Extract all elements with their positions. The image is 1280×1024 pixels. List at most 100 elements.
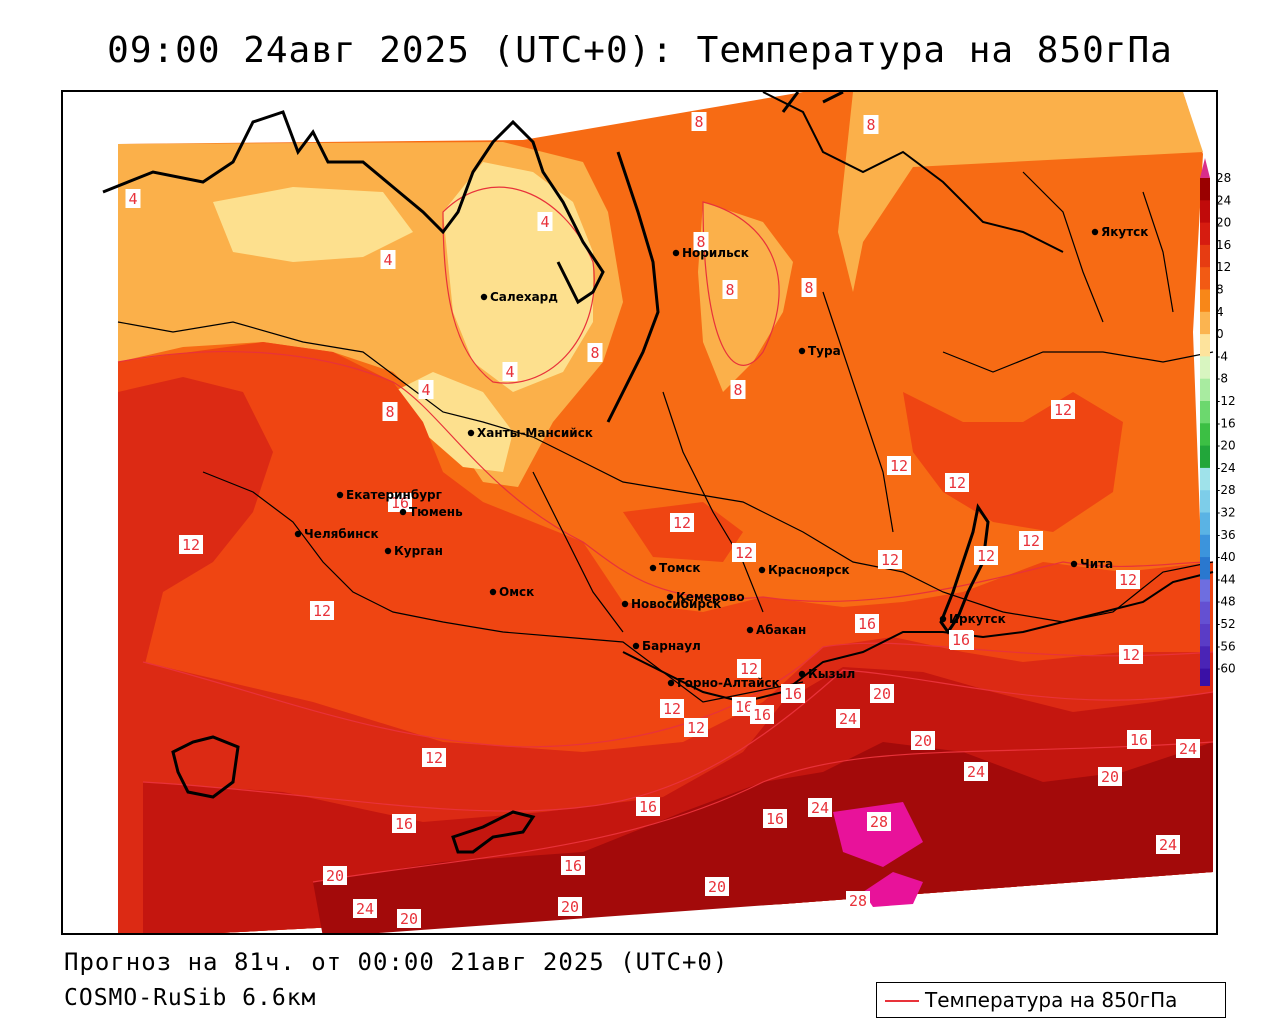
contour-label-text: 28 [870, 813, 888, 831]
contour-label-text: 16 [395, 815, 413, 833]
colorbar-segment [1200, 378, 1210, 402]
contour-label-bg [561, 856, 585, 875]
contour-label-bg [945, 473, 969, 492]
contour-label-text: 24 [1179, 740, 1197, 758]
contour-label-bg [949, 630, 973, 649]
contour-value-label: 24 [964, 762, 988, 781]
legend-label: Температура на 850гПа [925, 988, 1178, 1012]
contour-label-text: 20 [400, 910, 418, 928]
contour-value-label: 12 [1116, 570, 1140, 589]
city-marker: Якутск [1091, 225, 1148, 239]
contour-label-bg [670, 513, 694, 532]
band-28 [833, 802, 923, 907]
contour-value-label: 24 [836, 709, 860, 728]
city-marker: Екатеринбург [336, 488, 442, 502]
contour-value-label: 28 [867, 812, 891, 831]
contour-value-label: 12 [974, 546, 998, 565]
contour-value-label: 12 [684, 718, 708, 737]
contour-label-bg [846, 891, 870, 910]
contour-label-text: 20 [914, 732, 932, 750]
contour-label-bg [801, 278, 817, 297]
colorbar-tick-label: -40 [1216, 550, 1236, 564]
contour-label-bg [737, 659, 761, 678]
contour-label-bg [392, 814, 416, 833]
contour-label-bg [388, 493, 412, 512]
colorbar-tick-label: 24 [1216, 193, 1231, 207]
contour-value-label: 20 [558, 897, 582, 916]
contour-label-text: 12 [735, 544, 753, 562]
city-dot [667, 679, 675, 687]
contour-label-bg [502, 362, 518, 381]
contour-label-text: 20 [873, 685, 891, 703]
city-marker: Барнаул [632, 639, 701, 653]
contour-value-label: 12 [1019, 531, 1043, 550]
contour-value-label: 16 [949, 630, 973, 649]
colorbar-segment [1200, 356, 1210, 380]
city-dot [480, 293, 488, 301]
city-marker: Тура [798, 344, 841, 358]
contour-label-text: 16 [753, 706, 771, 724]
city-dot [632, 642, 640, 650]
contour-value-label: 8 [730, 380, 746, 399]
city-dot [939, 615, 947, 623]
contour-value-label: 12 [660, 699, 684, 718]
contour-label-text: 12 [1022, 532, 1040, 550]
contour-label-text: 12 [313, 602, 331, 620]
colorbar-tick-label: -4 [1216, 349, 1228, 363]
band-4 [118, 92, 1203, 487]
colorbar-segment [1200, 512, 1210, 536]
city-marker: Тюмень [399, 505, 463, 519]
colorbar-tick-label: -24 [1216, 461, 1236, 475]
contour-value-label: 12 [179, 535, 203, 554]
contour-label-text: 12 [881, 551, 899, 569]
city-dot [384, 547, 392, 555]
band-0 [213, 162, 593, 472]
colorbar-segment [1200, 244, 1210, 268]
city-dot [672, 249, 680, 257]
contour-label-text: 4 [505, 363, 514, 381]
contour-label-text: 8 [696, 233, 705, 251]
contour-value-label: 24 [1176, 739, 1200, 758]
contour-value-label: 12 [670, 513, 694, 532]
city-dot [746, 626, 754, 634]
city-marker: Курган [384, 544, 443, 558]
contour-label-bg [705, 877, 729, 896]
city-marker: Горно-Алтайск [667, 676, 780, 690]
contour-label-text: 28 [849, 892, 867, 910]
city-label: Норильск [682, 246, 749, 260]
contour-value-label: 4 [380, 250, 396, 269]
contour-value-label: 8 [587, 343, 603, 362]
contour-label-bg [397, 909, 421, 928]
city-dot [1070, 560, 1078, 568]
contour-label-bg [1098, 767, 1122, 786]
city-dot [666, 593, 674, 601]
model-text: COSMO-RuSib 6.6км [64, 985, 317, 1011]
colorbar-segment [1200, 490, 1210, 513]
contour-label-bg [887, 456, 911, 475]
city-dot [649, 564, 657, 572]
contour-label-bg [1176, 739, 1200, 758]
contour-label-text: 24 [967, 763, 985, 781]
contour-label-bg [867, 812, 891, 831]
contour-label-bg [964, 762, 988, 781]
contour-label-text: 12 [977, 547, 995, 565]
contour-label-bg [636, 797, 660, 816]
city-marker: Омск [489, 585, 534, 599]
contour-label-bg [310, 601, 334, 620]
contour-label-bg [1116, 570, 1140, 589]
contour-label-text: 24 [356, 900, 374, 918]
contour-label-text: 12 [1119, 571, 1137, 589]
colorbar-tick-label: 4 [1216, 305, 1224, 319]
contour-value-label: 12 [310, 601, 334, 620]
colorbar-tick-label: 8 [1216, 283, 1224, 297]
city-marker: Томск [649, 561, 701, 575]
contour-label-bg [418, 380, 434, 399]
contour-label-text: 16 [784, 685, 802, 703]
colorbar-segment [1200, 646, 1210, 670]
map-title: 09:00 24авг 2025 (UTC+0): Температура на… [107, 30, 1173, 71]
contour-value-label: 12 [422, 748, 446, 767]
contour-value-label: 8 [722, 280, 738, 299]
city-dot [1091, 228, 1099, 236]
city-label: Кызыл [808, 667, 855, 681]
colorbar-tick-label: -44 [1216, 572, 1236, 586]
